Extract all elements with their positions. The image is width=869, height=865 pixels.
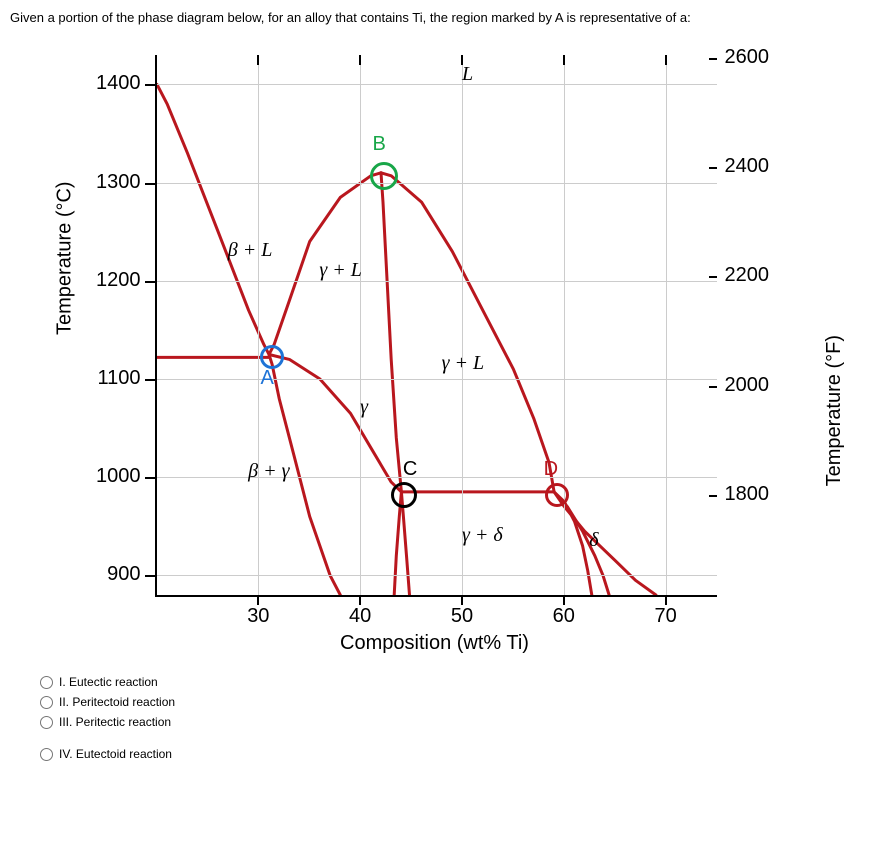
y-right-tick (709, 276, 717, 278)
y-left-tick-label: 1300 (81, 171, 141, 194)
x-tick (563, 595, 565, 605)
region-label: δ (589, 529, 598, 552)
x-tick (461, 595, 463, 605)
y-left-tick (145, 379, 157, 381)
question-text: Given a portion of the phase diagram bel… (10, 10, 859, 25)
y-left-tick-label: 1100 (81, 367, 141, 390)
marker-A-circle (260, 345, 284, 369)
gridline-h (157, 477, 717, 478)
option-III-radio[interactable] (40, 716, 53, 729)
x-top-tick (257, 55, 259, 65)
option-III-label: III. Peritectic reaction (59, 715, 171, 729)
option-II[interactable]: II. Peritectoid reaction (40, 695, 859, 709)
option-II-label: II. Peritectoid reaction (59, 695, 175, 709)
x-top-tick (563, 55, 565, 65)
marker-B-circle (370, 162, 398, 190)
y-left-tick (145, 84, 157, 86)
y-right-tick-label: 2000 (725, 374, 785, 397)
y-left-tick (145, 183, 157, 185)
option-I[interactable]: I. Eutectic reaction (40, 675, 859, 689)
region-label: β + γ (248, 460, 289, 483)
gridline-h (157, 281, 717, 282)
y-left-tick-label: 900 (81, 563, 141, 586)
region-label: γ (360, 396, 368, 419)
phase-diagram-chart: Temperature (°C) 30405060709001000110012… (55, 35, 815, 655)
x-tick-label: 60 (544, 605, 584, 628)
x-tick-label: 50 (442, 605, 482, 628)
y-right-tick (709, 495, 717, 497)
phase-boundary (381, 173, 554, 492)
region-label: γ + L (442, 352, 485, 375)
region-label: γ + L (319, 259, 362, 282)
gridline-v (462, 55, 463, 595)
y-left-tick (145, 477, 157, 479)
y-left-tick (145, 281, 157, 283)
y-right-tick (709, 167, 717, 169)
y-right-tick-label: 2200 (725, 264, 785, 287)
y-right-tick (709, 386, 717, 388)
marker-C-circle (391, 482, 417, 508)
x-tick-label: 70 (646, 605, 686, 628)
gridline-v (666, 55, 667, 595)
y-left-tick-label: 1400 (81, 72, 141, 95)
phase-boundary (381, 173, 401, 492)
x-tick (359, 595, 361, 605)
marker-D-circle (545, 483, 569, 507)
gridline-h (157, 183, 717, 184)
x-tick (665, 595, 667, 605)
y-left-tick-label: 1000 (81, 465, 141, 488)
answer-options: I. Eutectic reaction II. Peritectoid rea… (40, 675, 859, 761)
x-top-tick (665, 55, 667, 65)
marker-B-label: B (373, 133, 386, 156)
gridline-v (360, 55, 361, 595)
x-tick-label: 30 (238, 605, 278, 628)
y-right-tick (709, 58, 717, 60)
y-right-tick-label: 1800 (725, 483, 785, 506)
region-label: L (462, 63, 473, 86)
y-left-tick (145, 575, 157, 577)
option-IV[interactable]: IV. Eutectoid reaction (40, 747, 859, 761)
x-axis-label: Composition (wt% Ti) (340, 632, 529, 655)
option-IV-radio[interactable] (40, 748, 53, 761)
phase-boundary (157, 85, 269, 355)
y-right-axis-label: Temperature (°F) (823, 335, 846, 486)
region-label: β + L (228, 239, 273, 262)
marker-D-label: D (544, 458, 558, 481)
x-tick-label: 40 (340, 605, 380, 628)
marker-C-label: C (403, 458, 417, 481)
option-III[interactable]: III. Peritectic reaction (40, 715, 859, 729)
x-top-tick (359, 55, 361, 65)
y-right-tick-label: 2400 (725, 155, 785, 178)
phase-boundaries (157, 55, 717, 595)
option-I-label: I. Eutectic reaction (59, 675, 158, 689)
gridline-h (157, 84, 717, 85)
marker-A-label: A (261, 367, 274, 390)
option-II-radio[interactable] (40, 696, 53, 709)
x-tick (257, 595, 259, 605)
region-label: γ + δ (462, 524, 503, 547)
option-IV-label: IV. Eutectoid reaction (59, 747, 172, 761)
option-I-radio[interactable] (40, 676, 53, 689)
gridline-v (258, 55, 259, 595)
y-left-tick-label: 1200 (81, 269, 141, 292)
y-left-axis-label: Temperature (°C) (53, 181, 76, 335)
gridline-h (157, 575, 717, 576)
gridline-v (564, 55, 565, 595)
gridline-h (157, 379, 717, 380)
y-right-tick-label: 2600 (725, 46, 785, 69)
plot-area: 3040506070900100011001200130014001800200… (155, 55, 717, 597)
phase-boundary (554, 492, 592, 595)
